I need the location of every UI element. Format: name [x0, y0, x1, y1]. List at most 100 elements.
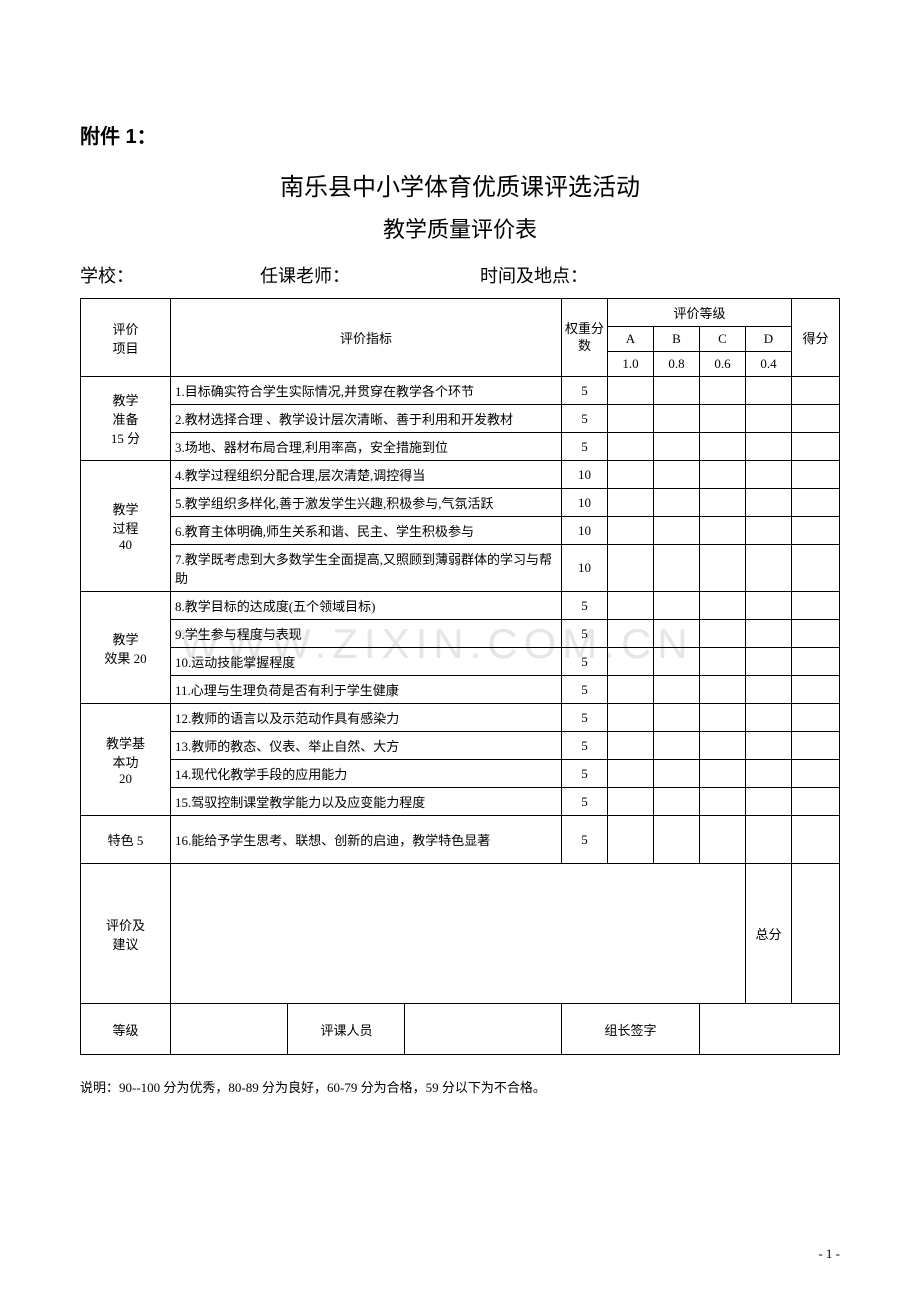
- indicator-text: 9.学生参与程度与表现: [171, 620, 562, 648]
- section-label: 教学效果 20: [81, 592, 171, 704]
- th-grade-val-1: 0.8: [653, 352, 699, 377]
- grade-cell: [653, 648, 699, 676]
- th-category: 评价项目: [81, 299, 171, 377]
- grade-cell: [745, 545, 791, 592]
- leader-label: 组长签字: [561, 1004, 699, 1055]
- grade-cell: [745, 732, 791, 760]
- indicator-text: 12.教师的语言以及示范动作具有感染力: [171, 704, 562, 732]
- grade-cell: [699, 545, 745, 592]
- note-text: 说明：90--100 分为优秀，80-89 分为良好，60-79 分为合格，59…: [80, 1077, 840, 1096]
- grade-cell: [653, 405, 699, 433]
- grade-cell: [653, 592, 699, 620]
- indicator-text: 10.运动技能掌握程度: [171, 648, 562, 676]
- grade-cell: [607, 816, 653, 864]
- grade-cell: [699, 648, 745, 676]
- indicator-text: 11.心理与生理负荷是否有利于学生健康: [171, 676, 562, 704]
- attachment-label: 附件 1：: [80, 120, 840, 149]
- section-label: 教学基本功20: [81, 704, 171, 816]
- score-cell: [792, 648, 840, 676]
- reviewer-label: 评课人员: [288, 1004, 405, 1054]
- grade-cell: [653, 433, 699, 461]
- grade-cell: [699, 377, 745, 405]
- grade-cell: [699, 676, 745, 704]
- weight-cell: 5: [561, 620, 607, 648]
- score-cell: [792, 732, 840, 760]
- grade-cell: [745, 760, 791, 788]
- grade-cell: [653, 461, 699, 489]
- weight-cell: 5: [561, 676, 607, 704]
- weight-cell: 5: [561, 377, 607, 405]
- indicator-text: 5.教学组织多样化,善于激发学生兴趣,积极参与,气氛活跃: [171, 489, 562, 517]
- grade-cell: [745, 461, 791, 489]
- grade-cell: [745, 620, 791, 648]
- grade-cell: [607, 592, 653, 620]
- grade-cell: [653, 620, 699, 648]
- score-cell: [792, 704, 840, 732]
- weight-cell: 10: [561, 489, 607, 517]
- grade-cell: [699, 517, 745, 545]
- score-cell: [792, 377, 840, 405]
- grade-cell: [699, 620, 745, 648]
- grade-cell: [607, 760, 653, 788]
- grade-cell: [607, 788, 653, 816]
- weight-cell: 10: [561, 545, 607, 592]
- grade-cell: [607, 433, 653, 461]
- grade-cell: [699, 592, 745, 620]
- score-cell: [792, 676, 840, 704]
- grade-cell: [607, 489, 653, 517]
- weight-cell: 5: [561, 704, 607, 732]
- grade-cell: [653, 545, 699, 592]
- grade-cell: [607, 461, 653, 489]
- section-label: 教学过程40: [81, 461, 171, 592]
- grade-cell: [653, 676, 699, 704]
- indicator-text: 6.教育主体明确,师生关系和谐、民主、学生积极参与: [171, 517, 562, 545]
- indicator-text: 8.教学目标的达成度(五个领域目标): [171, 592, 562, 620]
- grade-cell: [653, 517, 699, 545]
- grade-cell: [653, 732, 699, 760]
- indicator-text: 1.目标确实符合学生实际情况,并贯穿在教学各个环节: [171, 377, 562, 405]
- total-label: 总分: [745, 864, 791, 1004]
- grade-cell: [745, 433, 791, 461]
- th-score: 得分: [792, 299, 840, 377]
- time-place-label: 时间及地点：: [480, 262, 840, 288]
- leader-blank: [699, 1004, 839, 1055]
- score-cell: [792, 405, 840, 433]
- grade-cell: [745, 377, 791, 405]
- teacher-label: 任课老师：: [260, 262, 480, 288]
- grade-cell: [745, 648, 791, 676]
- th-grade-C: C: [699, 327, 745, 352]
- score-cell: [792, 517, 840, 545]
- reviewer-wrap: 评课人员: [171, 1004, 562, 1055]
- grade-cell: [745, 489, 791, 517]
- grade-cell: [745, 517, 791, 545]
- grade-cell: [745, 704, 791, 732]
- grade-cell: [653, 816, 699, 864]
- weight-cell: 5: [561, 760, 607, 788]
- section-label: 特色 5: [81, 816, 171, 864]
- weight-cell: 5: [561, 592, 607, 620]
- page-title-1: 南乐县中小学体育优质课评选活动: [80, 167, 840, 202]
- grade-cell: [607, 676, 653, 704]
- th-grade-val-3: 0.4: [745, 352, 791, 377]
- indicator-text: 2.教材选择合理 、教学设计层次清晰、善于利用和开发教材: [171, 405, 562, 433]
- indicator-text: 16.能给予学生思考、联想、创新的启迪，教学特色显著: [171, 816, 562, 864]
- grade-cell: [653, 760, 699, 788]
- th-grade-B: B: [653, 327, 699, 352]
- grade-cell: [607, 405, 653, 433]
- grade-cell: [699, 489, 745, 517]
- score-cell: [792, 760, 840, 788]
- th-grade-D: D: [745, 327, 791, 352]
- grade-cell: [745, 676, 791, 704]
- grade-cell: [745, 788, 791, 816]
- page-number: - 1 -: [818, 1246, 840, 1262]
- weight-cell: 5: [561, 732, 607, 760]
- grade-cell: [607, 517, 653, 545]
- grade-label: 等级: [81, 1004, 171, 1055]
- weight-cell: 10: [561, 461, 607, 489]
- th-indicator: 评价指标: [171, 299, 562, 377]
- score-cell: [792, 592, 840, 620]
- grade-cell: [699, 433, 745, 461]
- indicator-text: 3.场地、器材布局合理,利用率高，安全措施到位: [171, 433, 562, 461]
- weight-cell: 5: [561, 788, 607, 816]
- th-grade-A: A: [607, 327, 653, 352]
